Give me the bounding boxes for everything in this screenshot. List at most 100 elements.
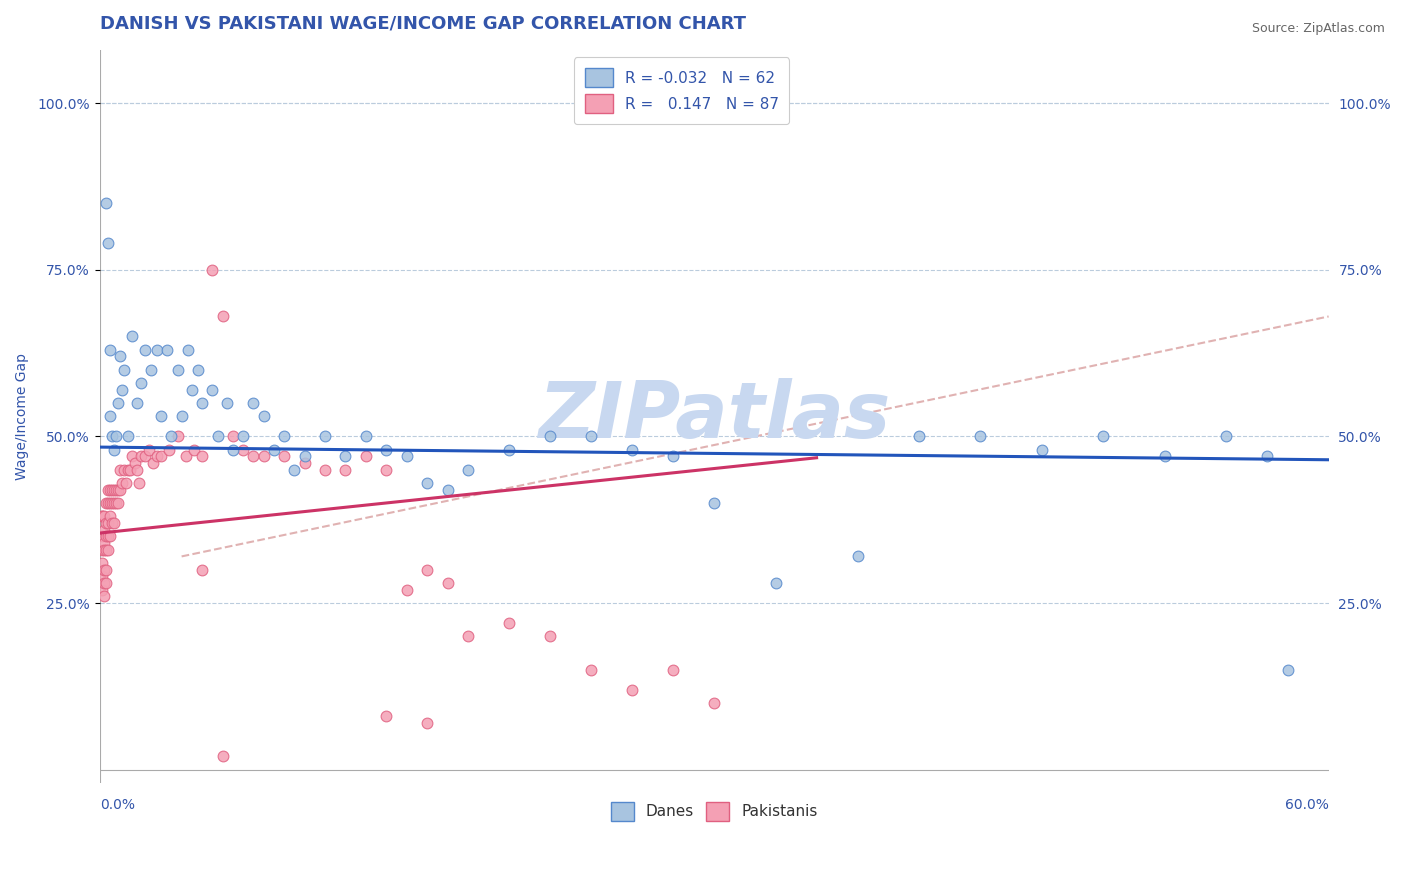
Point	[90, 529, 112, 543]
Point	[111, 476, 134, 491]
Point	[120, 463, 142, 477]
Point	[112, 463, 135, 477]
Point	[354, 450, 377, 464]
Point	[108, 483, 131, 497]
Point	[222, 442, 245, 457]
Point	[111, 383, 134, 397]
Point	[142, 456, 165, 470]
Point	[124, 456, 146, 470]
Point	[121, 450, 143, 464]
Point	[160, 429, 183, 443]
Point	[125, 463, 148, 477]
Point	[375, 442, 398, 457]
Point	[252, 450, 274, 464]
Point	[273, 429, 295, 443]
Point	[180, 383, 202, 397]
Point	[129, 450, 152, 464]
Point	[97, 529, 120, 543]
Point	[581, 663, 603, 677]
Point	[97, 542, 120, 557]
Point	[846, 549, 869, 564]
Point	[93, 576, 115, 591]
Point	[105, 483, 128, 497]
Point	[354, 429, 377, 443]
Point	[375, 709, 398, 723]
Point	[107, 396, 129, 410]
Point	[98, 529, 121, 543]
Point	[662, 450, 685, 464]
Point	[242, 450, 264, 464]
Point	[108, 350, 131, 364]
Point	[98, 343, 121, 357]
Point	[183, 442, 205, 457]
Point	[1215, 429, 1237, 443]
Point	[98, 409, 121, 424]
Point	[98, 483, 121, 497]
Point	[211, 310, 233, 324]
Point	[222, 429, 245, 443]
Point	[191, 563, 214, 577]
Point	[174, 450, 197, 464]
Point	[498, 616, 520, 631]
Point	[101, 483, 124, 497]
Point	[103, 483, 125, 497]
Point	[94, 196, 117, 211]
Point	[538, 429, 561, 443]
Point	[232, 429, 254, 443]
Point	[93, 536, 115, 550]
Point	[263, 442, 285, 457]
Point	[121, 329, 143, 343]
Point	[416, 476, 439, 491]
Point	[93, 563, 115, 577]
Point	[94, 529, 117, 543]
Point	[101, 516, 124, 530]
Point	[283, 463, 305, 477]
Point	[294, 450, 316, 464]
Point	[97, 496, 120, 510]
Point	[139, 363, 162, 377]
Point	[166, 363, 188, 377]
Point	[375, 463, 398, 477]
Point	[90, 569, 112, 583]
Point	[103, 442, 125, 457]
Point	[908, 429, 931, 443]
Point	[1031, 442, 1053, 457]
Point	[166, 429, 188, 443]
Point	[969, 429, 991, 443]
Point	[703, 696, 725, 710]
Point	[457, 463, 479, 477]
Point	[108, 463, 131, 477]
Point	[314, 463, 336, 477]
Point	[94, 542, 117, 557]
Point	[157, 442, 180, 457]
Point	[94, 576, 117, 591]
Point	[103, 496, 125, 510]
Text: Source: ZipAtlas.com: Source: ZipAtlas.com	[1251, 22, 1385, 36]
Point	[107, 496, 129, 510]
Point	[252, 409, 274, 424]
Point	[621, 682, 644, 697]
Point	[128, 476, 150, 491]
Point	[93, 590, 115, 604]
Point	[416, 716, 439, 731]
Point	[101, 429, 124, 443]
Point	[335, 450, 357, 464]
Point	[90, 509, 112, 524]
Point	[662, 663, 685, 677]
Point	[416, 563, 439, 577]
Point	[103, 516, 125, 530]
Text: 60.0%: 60.0%	[1285, 797, 1329, 812]
Point	[1153, 450, 1175, 464]
Point	[457, 629, 479, 643]
Point	[150, 450, 173, 464]
Point	[90, 542, 112, 557]
Point	[395, 450, 418, 464]
Point	[90, 582, 112, 597]
Point	[138, 442, 160, 457]
Point	[335, 463, 357, 477]
Point	[94, 516, 117, 530]
Point	[170, 409, 193, 424]
Point	[187, 363, 209, 377]
Point	[112, 363, 135, 377]
Point	[395, 582, 418, 597]
